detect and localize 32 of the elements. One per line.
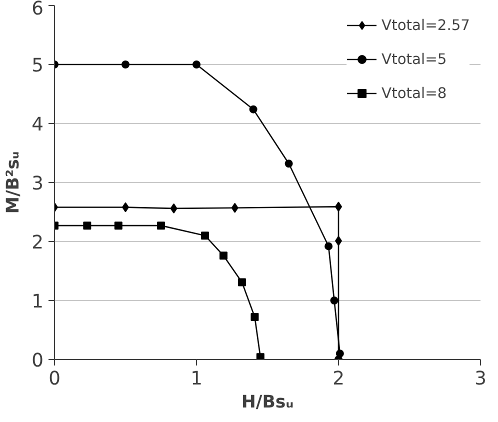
y-tick-label: 3 — [32, 174, 44, 194]
point — [114, 222, 122, 230]
y-tick-label: 6 — [32, 0, 44, 20]
point — [201, 232, 210, 240]
y-axis-title: M/B²sᵤ — [4, 151, 24, 214]
point — [256, 353, 264, 360]
point — [122, 60, 130, 68]
y-tick-label: 0 — [32, 350, 44, 372]
point — [157, 222, 165, 230]
x-tick-label: 3 — [474, 368, 486, 390]
point — [324, 242, 333, 250]
point — [83, 222, 92, 230]
point — [170, 203, 178, 214]
legend-label: Vtotal=2.57 — [382, 16, 470, 34]
point — [330, 296, 338, 304]
point — [284, 160, 293, 168]
x-tick-label: 0 — [48, 368, 60, 390]
y-tick-label: 1 — [32, 292, 44, 312]
legend-label: Vtotal=8 — [382, 84, 447, 102]
point — [250, 313, 259, 322]
y-tick-label: 2 — [32, 232, 44, 254]
x-axis-title: H/Bsᵤ — [241, 392, 294, 412]
point — [231, 202, 238, 213]
x-tick-label: 1 — [190, 368, 202, 390]
x-tick-label: 2 — [332, 368, 344, 390]
point — [219, 252, 228, 260]
y-tick-label: 4 — [32, 114, 44, 136]
point — [192, 60, 200, 68]
legend-label: Vtotal=5 — [382, 50, 447, 68]
point — [238, 278, 246, 286]
point — [249, 105, 258, 114]
y-tick-label: 5 — [32, 56, 44, 76]
